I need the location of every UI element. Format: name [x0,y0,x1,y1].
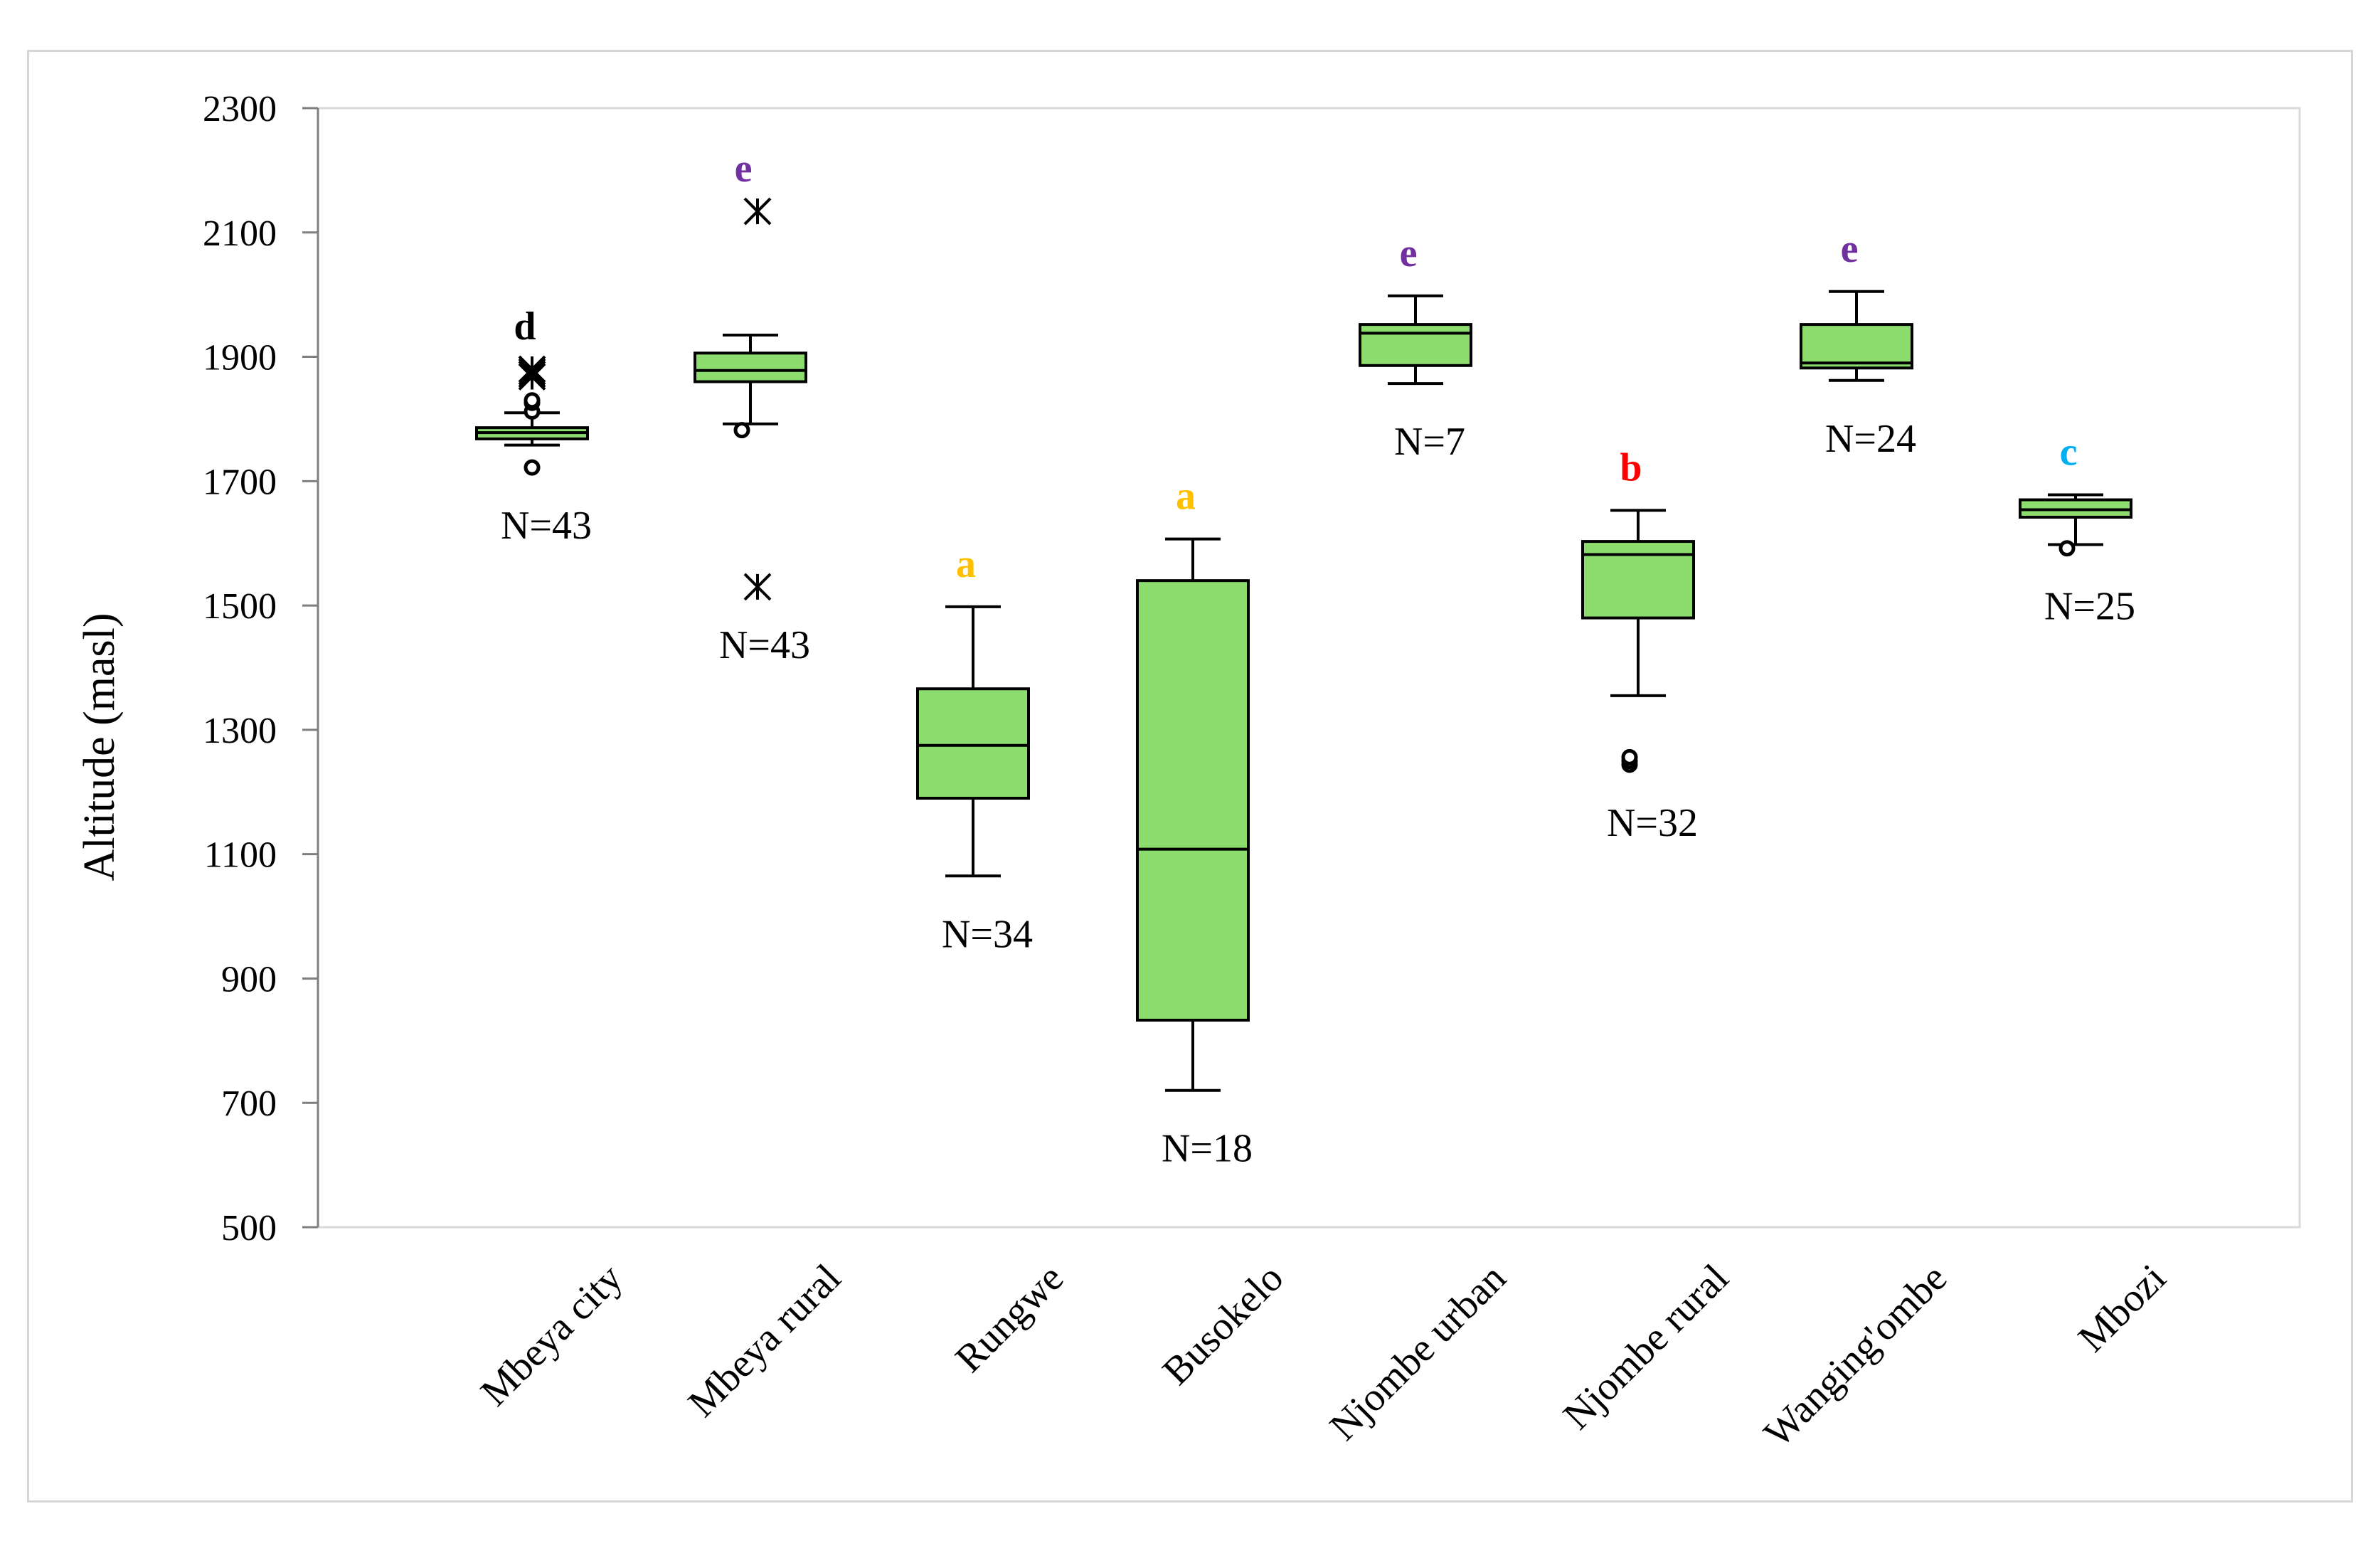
y-tick-label: 500 [221,1208,277,1249]
sample-size-label: N=18 [1162,1127,1253,1171]
box-group: a N=18 [1136,475,1253,1171]
y-tick-label: 1500 [203,586,277,627]
box-group: b N=32 [1581,445,1698,845]
significance-letter: e [1400,231,1418,275]
sample-size-label: N=24 [1825,417,1916,461]
iqr-box [694,351,807,383]
box-group: c N=25 [2019,430,2135,629]
y-tick-label: 1300 [203,711,277,751]
significance-letter: e [735,147,753,191]
outlier-point [2058,540,2076,557]
box-group: e N=43 [694,147,810,667]
category-label: Rungwe [947,1256,1072,1381]
iqr-box [1800,323,1913,370]
y-tick-label: 700 [221,1083,277,1124]
category-label: Mbeya rural [680,1256,849,1425]
iqr-box [1359,323,1472,367]
box-group: e N=7 [1359,231,1472,464]
sample-size-label: N=34 [942,912,1033,956]
box-group: e N=24 [1800,227,1916,461]
iqr-box [1581,540,1695,620]
outlier-point [524,459,541,476]
y-axis-ticks: 500 700 900 1100 1300 1500 1700 1900 2100 2300 [203,89,318,1249]
category-label: Mbeya city [472,1256,631,1414]
y-tick-label: 900 [221,959,277,1000]
significance-letter: c [2060,430,2078,475]
sample-size-label: N=43 [719,623,810,667]
extreme-point [743,573,772,601]
category-labels: Mbeya city Mbeya rural Rungwe Busokelo Njomb… [472,1256,2174,1456]
extreme-point [518,355,546,383]
category-label: Wanging'ombe [1755,1256,1955,1456]
y-axis-title: Altitude (masl) [75,613,124,881]
significance-letter: a [1176,475,1196,519]
box-group: d N=43 [475,304,592,548]
category-label: Mbozi [2070,1256,2174,1360]
outlier-point [524,392,541,409]
plot-area [317,107,2301,1229]
sample-size-label: N=32 [1607,801,1698,845]
category-label: Njombe rural [1555,1256,1737,1438]
y-tick-label: 1900 [203,338,277,378]
significance-letter: d [514,304,536,349]
outlier-point [1621,748,1638,765]
category-label: Njombe urban [1322,1256,1514,1448]
sample-size-label: N=7 [1394,420,1465,464]
y-tick-label: 2300 [203,89,277,129]
y-tick-label: 1100 [204,835,277,876]
significance-letter: a [956,542,976,586]
outlier-point [733,422,750,439]
significance-letter: e [1841,227,1859,271]
y-tick-label: 2100 [203,213,277,254]
iqr-box [916,687,1030,800]
box-group: a N=34 [916,542,1033,956]
extreme-point [743,197,772,226]
significance-letter: b [1620,445,1642,489]
y-tick-label: 1700 [203,462,277,502]
sample-size-label: N=43 [501,504,592,548]
category-label: Busokelo [1154,1256,1292,1393]
box-series: d N=43 e N=43 a N=34 a N=18 e N=7 b N=32 e N=24 c N=25 [475,147,2135,1171]
sample-size-label: N=25 [2044,585,2135,629]
iqr-box [1136,579,1250,1022]
